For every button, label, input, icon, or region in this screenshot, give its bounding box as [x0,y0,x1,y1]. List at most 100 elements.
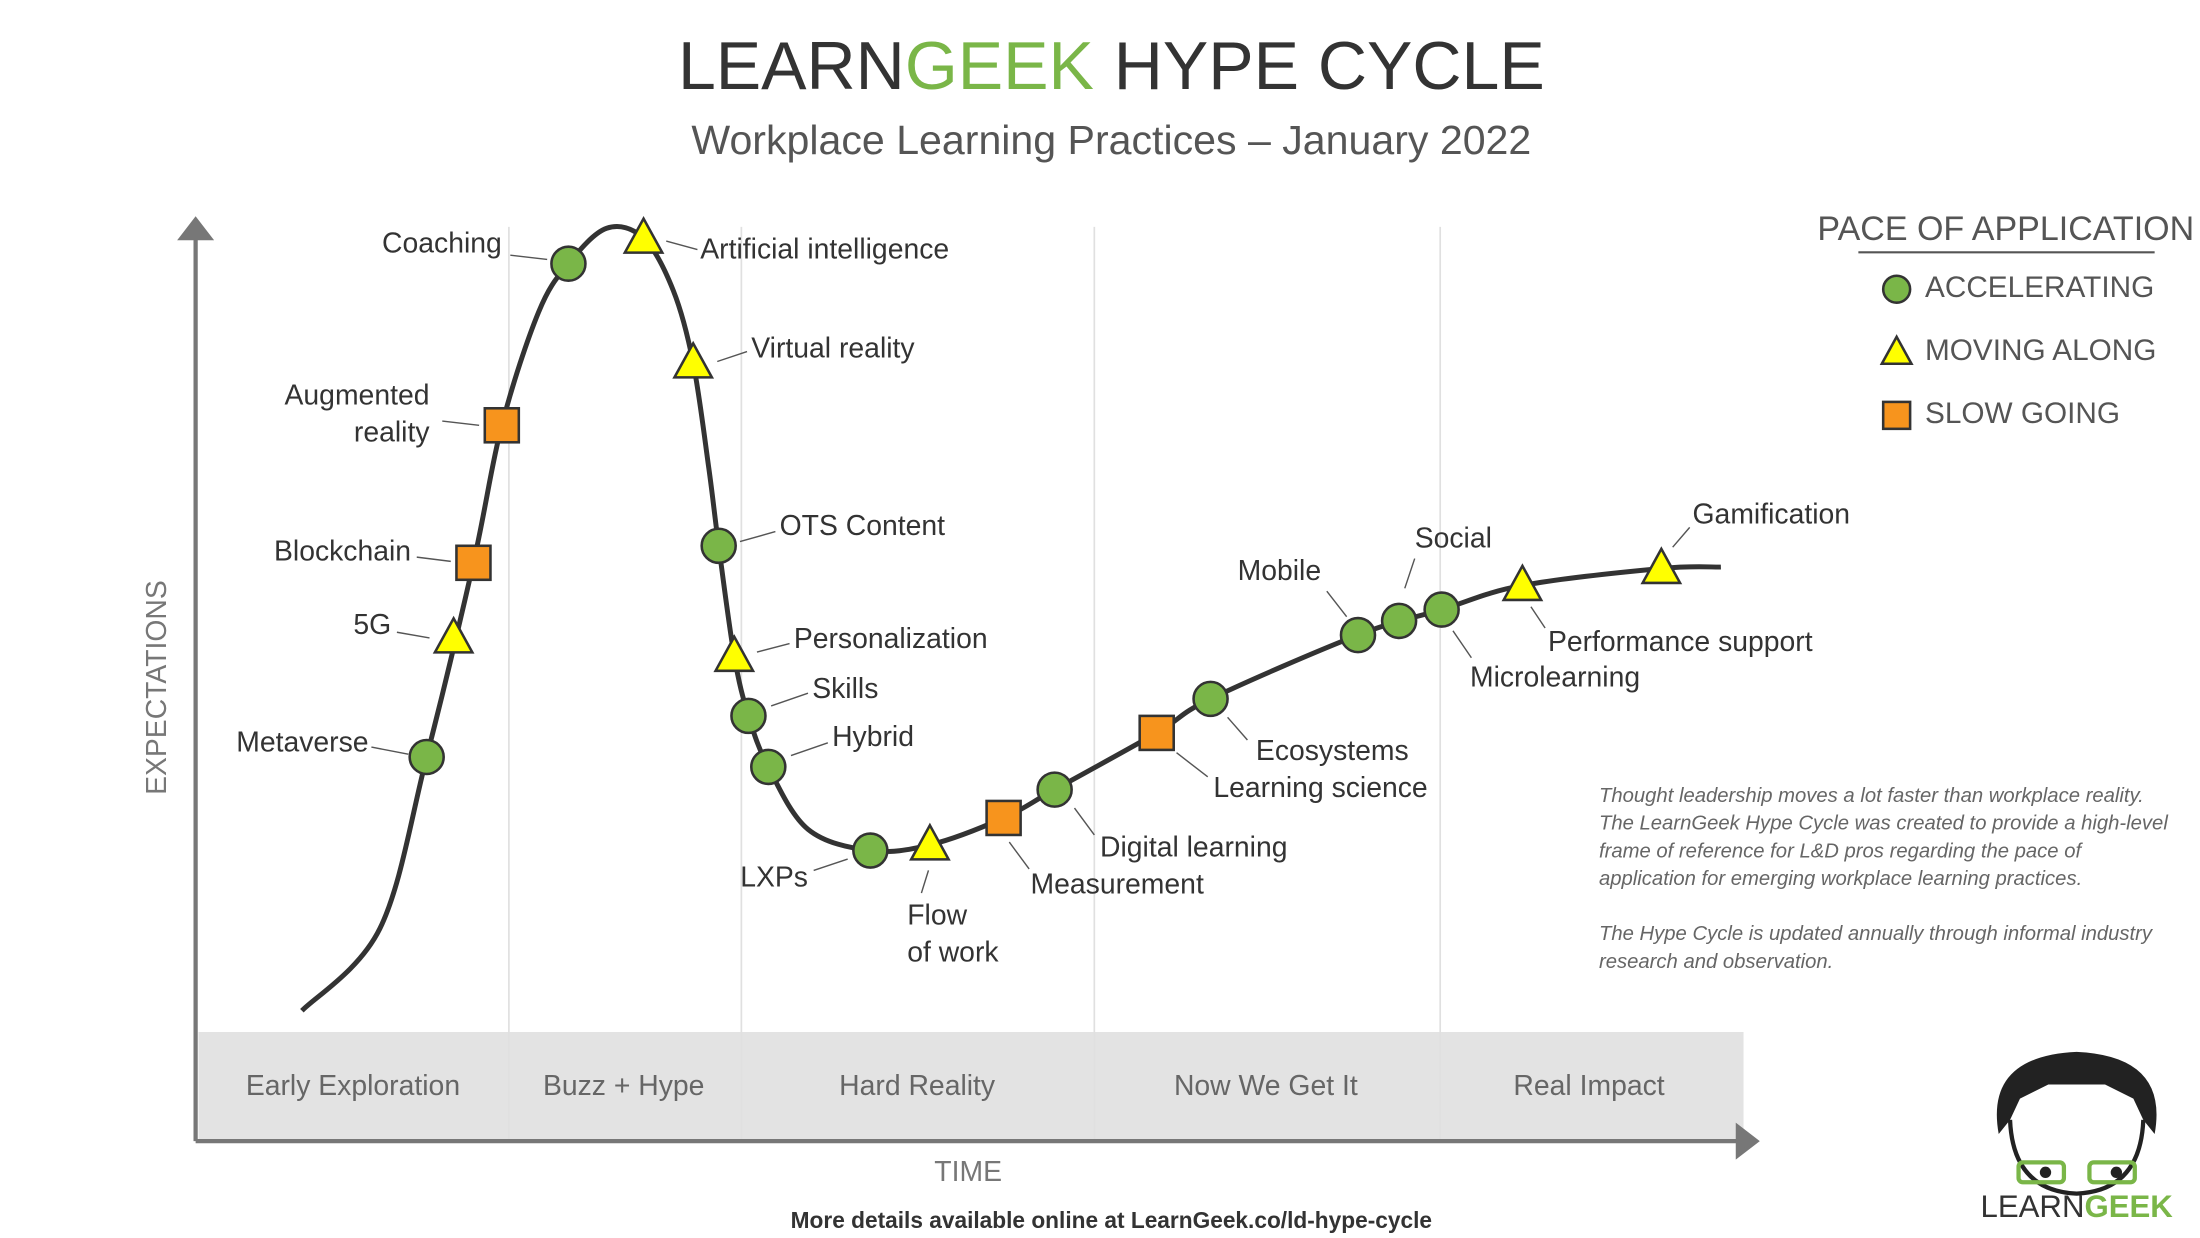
item-marker [750,748,787,786]
item-marker [622,215,665,254]
item-label: Coaching [382,228,502,260]
leader-line [1227,716,1248,741]
logo-part: GEEK [2084,1189,2173,1224]
y-arrow [177,216,215,241]
leader-line [1452,630,1472,659]
item-marker [550,245,587,282]
legend-title: PACE OF APPLICATION [1817,210,2194,248]
footer: More details available online at LearnGe… [791,1207,1432,1233]
item-label: Performance support [1548,626,1813,658]
leader-line [1008,841,1030,870]
item-marker [1192,680,1229,718]
y-axis-label: EXPECTATIONS [141,580,173,795]
axes [177,216,1760,1160]
leader-line [739,530,776,543]
legend-marker [1881,274,1912,304]
leader-line [813,858,848,872]
legend-label: ACCELERATING [1925,271,2154,304]
item-marker [852,832,889,869]
leader-line [1530,606,1546,629]
item-marker [1380,602,1418,640]
item-label: Blockchain [274,535,411,567]
leader-line [1672,526,1691,548]
item-label: Measurement [1031,868,1204,900]
legend-marker [1879,334,1914,366]
phase-band [198,1031,1744,1142]
title-part: HYPE CYCLE [1114,28,1545,104]
leader-line [416,556,451,563]
item-label: Virtual reality [751,333,915,365]
logo-part: LEARN [1981,1189,2085,1224]
hair [1996,1051,2157,1135]
item-label: Flow [907,900,967,932]
item-label: OTS Content [780,510,946,542]
item-label: Mobile [1238,555,1322,587]
phase-label: Early Exploration [246,1070,460,1102]
leader-line [1404,558,1416,589]
item-marker [1640,546,1683,585]
item-label: Ecosystems [1256,735,1409,767]
item-marker [1423,591,1460,628]
glasses [2087,1160,2137,1185]
leader-line [396,631,430,639]
item-marker [483,407,521,444]
leader-line [442,420,480,426]
item-label: 5G [353,609,391,641]
note-line: frame of reference for L&D pros regardin… [1599,840,2083,862]
note-line: application for emerging workplace learn… [1599,868,2082,890]
leader-line [1176,752,1209,778]
leader-line [790,742,829,757]
leader-line [1326,590,1348,618]
note-line: Thought leadership moves a lot faster th… [1599,785,2144,807]
leader-line [510,254,548,261]
phase-label: Buzz + Hype [543,1070,704,1102]
item-marker [713,634,756,673]
note-line: The LearnGeek Hype Cycle was created to … [1599,813,2168,835]
item-label: Artificial intelligence [700,233,949,265]
item-label: Digital learning [1100,832,1288,864]
item-label: Personalization [794,623,988,655]
legend-marker [1881,400,1912,431]
item-marker [909,822,951,861]
leader-line [717,350,748,363]
item-marker [672,340,715,379]
note-line: The Hype Cycle is updated annually throu… [1599,923,2154,945]
phase-dividers [508,226,1442,1142]
glasses [2016,1160,2067,1185]
item-marker [432,615,475,654]
eye [2110,1166,2123,1179]
item-label: Augmented [285,379,430,411]
logo: LEARNGEEK [1981,1051,2174,1224]
subtitle: Workplace Learning Practices – January 2… [691,117,1531,163]
item-marker [700,527,737,565]
item-label: Hybrid [832,721,914,753]
hype-curve [300,224,1721,1013]
item-marker [1339,616,1377,654]
item-marker [1138,714,1175,752]
item-marker [455,544,492,582]
item-marker [985,799,1022,837]
item-marker [730,697,767,735]
leader-line [770,692,809,707]
leader-line [920,870,930,894]
phase-label: Hard Reality [839,1070,996,1102]
title: LEARNGEEK HYPE CYCLE [678,28,1545,104]
item-label: Gamification [1693,499,1851,531]
phase-label: Now We Get It [1174,1070,1358,1102]
x-axis-label: TIME [934,1156,1002,1188]
phase-label: Real Impact [1513,1070,1664,1102]
item-label: Microlearning [1470,662,1640,694]
eye [2039,1166,2052,1179]
item-label: reality [354,416,430,448]
note-line: research and observation. [1599,951,1833,973]
item-label: Skills [812,673,878,705]
legend-label: MOVING ALONG [1925,334,2156,367]
leader-line [666,240,698,251]
item-label: Metaverse [236,727,368,759]
logo-text: LEARNGEEK [1981,1189,2174,1224]
leader-line [1073,807,1095,836]
item-label: of work [907,937,999,969]
leader-line [371,746,409,755]
